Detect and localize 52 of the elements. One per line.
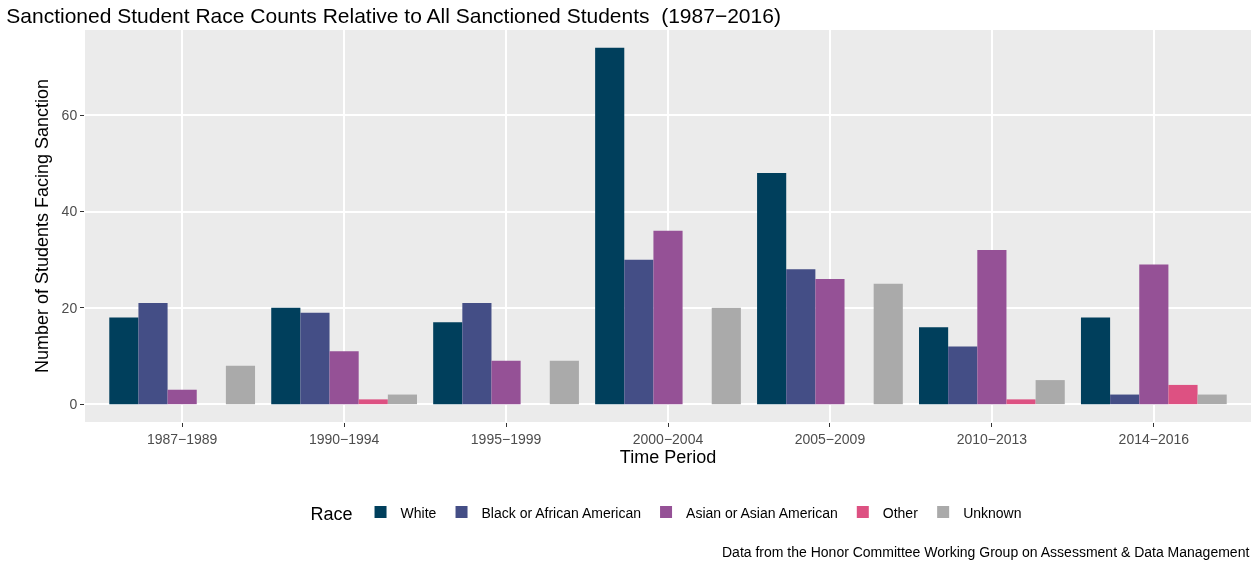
bar [624,259,654,405]
bar [1168,384,1198,405]
x-tick-label: 2005−2009 [794,430,866,447]
text: Data from the Honor Committee Working Group on Assessment & Data Management [722,544,1250,560]
bar [1197,394,1227,405]
x-tick-label: 2014−2016 [1118,430,1190,447]
legend-label: White [400,504,437,521]
y-tick-label: 40 [61,203,78,220]
bar [1139,264,1169,405]
bar [138,303,168,405]
bar [948,346,978,405]
bar [1080,317,1111,405]
bar [653,230,683,405]
bar [595,47,625,405]
x-tick-label: 2000−2004 [632,430,704,447]
bar [387,394,417,405]
bar [711,307,741,405]
bar [329,351,359,405]
y-tick-label: 60 [61,107,78,124]
chart-title: Sanctioned Student Race Counts Relative to All Sanctioned Students (1987−2016) [6,4,781,28]
bar [786,269,816,405]
bar [167,389,197,405]
bar [491,360,521,405]
bar [358,399,388,405]
bar [1035,380,1065,405]
bar [1110,394,1140,405]
bar [919,327,949,405]
bar [1006,399,1036,405]
bar [549,360,579,405]
bar [300,312,330,405]
y-tick-label: 20 [61,299,78,316]
legend-title: Race [310,503,353,524]
bar [225,365,256,405]
y-axis-title: Number of Students Facing Sanction [31,78,52,374]
bar [977,250,1007,405]
x-tick-label: 1990−1994 [308,430,380,447]
bar [873,283,903,405]
bar [271,307,301,405]
x-tick-label: 1987−1989 [146,430,218,447]
y-tick-label: 0 [69,396,78,413]
legend-label: Black or African American [481,504,642,521]
bar [757,173,787,405]
legend-label: Other [882,504,919,521]
x-tick-label: 2010−2013 [956,430,1028,447]
x-tick-label: 1995−1999 [470,430,542,447]
legend-label: Unknown [963,504,1022,521]
bar [815,278,845,405]
bar [433,322,463,405]
bar [109,317,139,405]
legend-label: Asian or Asian American [686,504,838,521]
x-axis-title: Time Period [619,446,717,467]
bar [462,303,492,405]
